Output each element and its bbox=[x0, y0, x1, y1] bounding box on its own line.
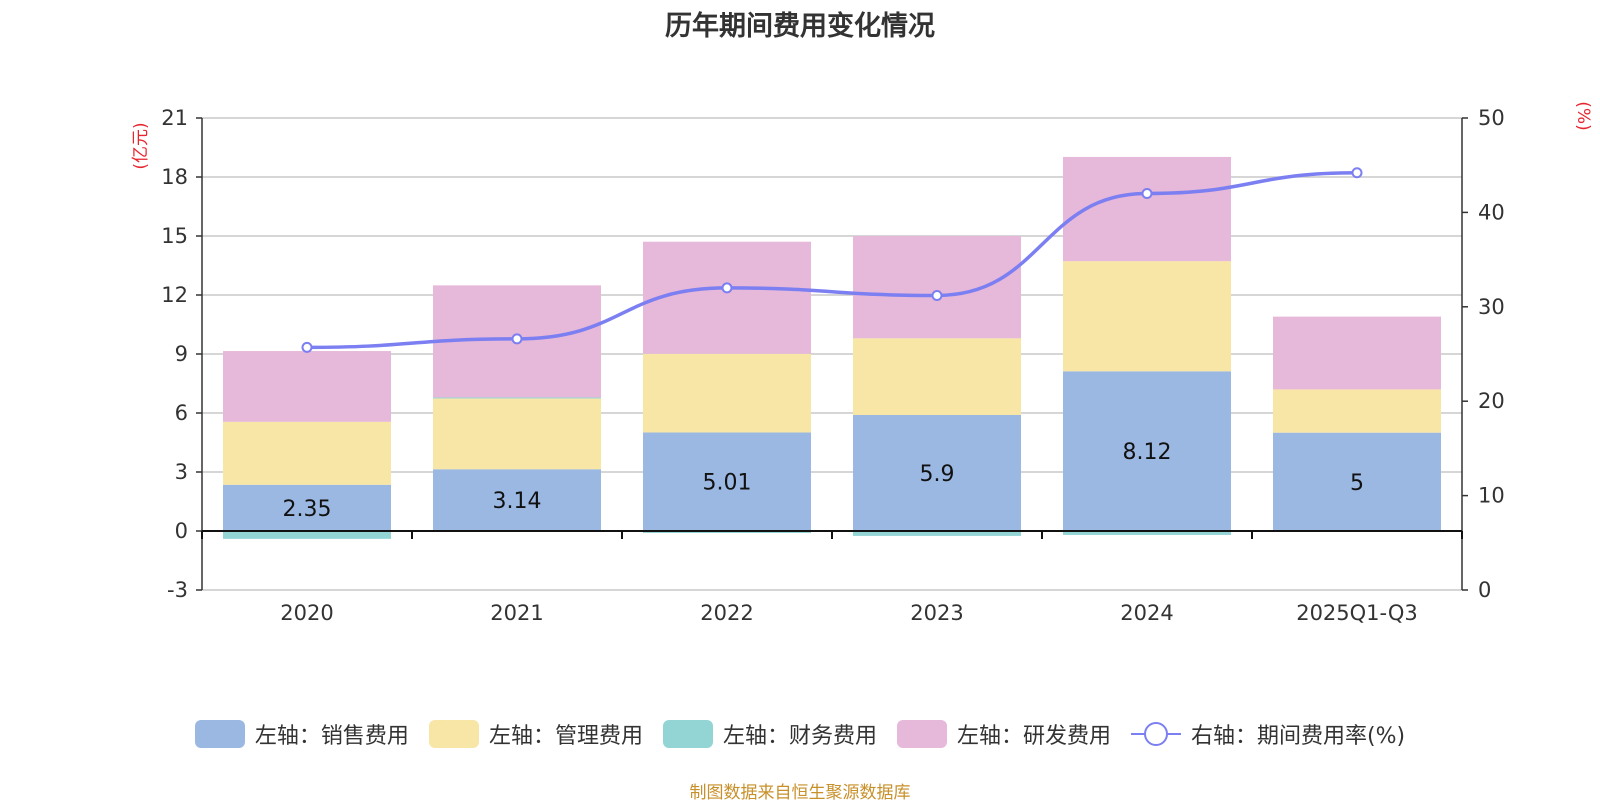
line-point bbox=[721, 282, 733, 294]
legend-swatch-finance bbox=[662, 720, 713, 748]
legend: 左轴：销售费用 左轴：管理费用 左轴：财务费用 左轴：研发费用 右轴：期间费用率… bbox=[0, 718, 1600, 750]
legend-item-admin[interactable]: 左轴：管理费用 bbox=[428, 718, 643, 750]
right-axis-tick-label: 0 bbox=[1478, 578, 1491, 602]
data-label: 3.14 bbox=[493, 489, 542, 514]
left-axis-tick-label: 0 bbox=[175, 519, 188, 543]
legend-item-finance[interactable]: 左轴：财务费用 bbox=[662, 718, 877, 750]
bar-segment bbox=[1273, 316, 1441, 390]
bar-segment bbox=[1063, 531, 1231, 535]
legend-line-marker-icon bbox=[1130, 720, 1181, 748]
left-axis-tick-label: 15 bbox=[161, 224, 188, 248]
x-axis-tick-label: 2023 bbox=[910, 601, 963, 625]
right-axis-tick-label: 30 bbox=[1478, 295, 1505, 319]
bar-series bbox=[223, 156, 1441, 539]
bar-segment bbox=[643, 432, 811, 531]
x-axis-tick-label: 2020 bbox=[280, 601, 333, 625]
line-point bbox=[1141, 188, 1153, 200]
bar-segment bbox=[223, 531, 391, 539]
bar-segment bbox=[853, 531, 1021, 536]
line-point bbox=[1351, 167, 1363, 179]
bar-segment bbox=[853, 338, 1021, 415]
right-axis-tick-label: 20 bbox=[1478, 389, 1505, 413]
left-axis-tick-label: 12 bbox=[161, 283, 188, 307]
left-axis-tick-label: -3 bbox=[167, 578, 188, 602]
line-point bbox=[931, 289, 943, 301]
bar-segment bbox=[223, 421, 391, 485]
legend-label-finance: 左轴：财务费用 bbox=[722, 724, 877, 749]
right-axis-tick-label: 40 bbox=[1478, 200, 1505, 224]
data-label: 8.12 bbox=[1123, 440, 1172, 465]
left-axis-tick-label: 6 bbox=[175, 401, 188, 425]
bar-segment bbox=[1063, 156, 1231, 262]
bar-segment bbox=[643, 241, 811, 354]
chart-title: 历年期间费用变化情况 bbox=[665, 11, 935, 42]
line-point bbox=[301, 341, 313, 353]
left-axis-unit: (亿元) bbox=[131, 122, 151, 169]
legend-label-expense-rate: 右轴：期间费用率(%) bbox=[1190, 724, 1406, 749]
legend-label-admin: 左轴：管理费用 bbox=[488, 724, 643, 749]
legend-swatch-rnd bbox=[896, 720, 947, 748]
bar-segment bbox=[1063, 261, 1231, 372]
legend-item-sales[interactable]: 左轴：销售费用 bbox=[194, 718, 409, 750]
legend-swatch-admin bbox=[428, 720, 479, 748]
axes: -3 0 3 6 9 12 15 18 21 0 10 20 30 40 50 2020 2021 2022 202… bbox=[161, 106, 1504, 625]
legend-label-rnd: 左轴：研发费用 bbox=[956, 724, 1111, 749]
line-point bbox=[511, 333, 523, 345]
bar-segment bbox=[433, 398, 601, 470]
legend-item-rnd[interactable]: 左轴：研发费用 bbox=[896, 718, 1111, 750]
legend-swatch-sales bbox=[194, 720, 245, 748]
right-axis-tick-label: 50 bbox=[1478, 106, 1505, 130]
legend-item-expense-rate[interactable]: 右轴：期间费用率(%) bbox=[1130, 718, 1406, 750]
data-label: 5.01 bbox=[703, 471, 752, 496]
bar-segment bbox=[1273, 389, 1441, 433]
line-series bbox=[301, 167, 1363, 353]
x-axis-tick-label: 2025Q1-Q3 bbox=[1296, 601, 1418, 625]
bar-segment bbox=[853, 236, 1021, 339]
left-axis-tick-label: 9 bbox=[175, 342, 188, 366]
bar-segment bbox=[1273, 432, 1441, 531]
data-label: 5.9 bbox=[920, 462, 955, 487]
x-axis-tick-label: 2024 bbox=[1120, 601, 1173, 625]
bar-segment bbox=[643, 353, 811, 433]
left-axis-tick-label: 18 bbox=[161, 165, 188, 189]
legend-label-sales: 左轴：销售费用 bbox=[254, 724, 409, 749]
bar-segment bbox=[433, 397, 601, 399]
bar-segment bbox=[853, 414, 1021, 531]
left-axis-tick-label: 3 bbox=[175, 460, 188, 484]
left-axis-tick-label: 21 bbox=[161, 106, 188, 130]
bar-segment bbox=[433, 469, 601, 531]
bar-segment bbox=[1063, 371, 1231, 531]
right-axis-unit: (%) bbox=[1573, 101, 1593, 130]
bar-segment bbox=[223, 351, 391, 422]
data-labels: 2.35 3.14 5.01 5.9 8.12 5 bbox=[283, 440, 1364, 522]
data-source-note: 制图数据来自恒生聚源数据库 bbox=[689, 783, 911, 803]
x-axis-tick-label: 2021 bbox=[490, 601, 543, 625]
right-axis-tick-label: 10 bbox=[1478, 484, 1505, 508]
bar-segment bbox=[223, 484, 391, 531]
data-label: 2.35 bbox=[283, 497, 332, 522]
x-axis-tick-label: 2022 bbox=[700, 601, 753, 625]
expense-rate-line bbox=[306, 171, 1358, 350]
data-label: 5 bbox=[1350, 471, 1364, 496]
